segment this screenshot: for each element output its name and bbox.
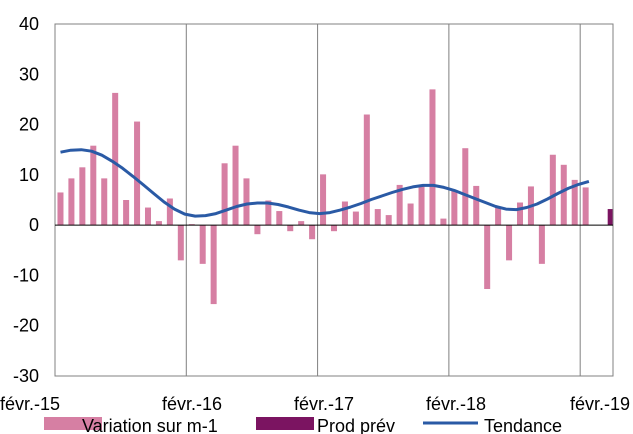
- bar-variation-17: [232, 145, 239, 226]
- bar-variation-41: [495, 207, 502, 226]
- bar-variation-4: [90, 145, 97, 226]
- bar-variation-7: [123, 200, 130, 226]
- bar-variation-37: [451, 189, 458, 226]
- bar-variation-19: [254, 225, 261, 235]
- bar-variation-46: [549, 154, 556, 226]
- bar-variation-36: [440, 218, 447, 226]
- bar-variation-10: [155, 221, 162, 226]
- bar-variation-23: [298, 221, 305, 226]
- bar-variation-16: [221, 163, 228, 226]
- bar-variation-43: [516, 202, 524, 226]
- bar-variation-24: [309, 225, 316, 240]
- bar-variation-30: [374, 209, 381, 226]
- legend-label-prod: Prod prév: [317, 416, 395, 434]
- y-tick-label: -10: [13, 265, 39, 285]
- bar-variation-49: [582, 187, 589, 226]
- bar-variation-13: [188, 224, 195, 226]
- y-tick-label: 30: [19, 64, 39, 84]
- bar-variation-25: [320, 174, 327, 226]
- bar-variation-2: [68, 178, 75, 226]
- bar-variation-28: [352, 211, 359, 226]
- legend-label-tendance: Tendance: [484, 416, 562, 434]
- bar-variation-47: [560, 164, 567, 226]
- bar-variation-26: [330, 225, 338, 232]
- bar-prod-prev-1: [607, 209, 613, 226]
- bar-variation-15: [210, 225, 217, 305]
- bar-variation-33: [407, 203, 414, 226]
- bar-variation-12: [177, 225, 184, 261]
- legend-swatch-variation: [44, 417, 102, 430]
- y-tick-label: 20: [19, 115, 39, 135]
- plot-area: [54, 23, 614, 377]
- bar-variation-45: [538, 225, 545, 264]
- bar-variation-32: [396, 184, 403, 226]
- trend-line: [60, 148, 590, 218]
- bar-variation-40: [484, 225, 491, 290]
- bar-variation-34: [418, 185, 425, 226]
- bar-variation-18: [243, 178, 250, 226]
- bar-variation-8: [134, 121, 141, 226]
- y-axis-ticks: 40 30 20 10 0 -10 -20 -30: [13, 14, 39, 386]
- series-tendance-line: [60, 148, 590, 218]
- bar-variation-48: [571, 179, 578, 226]
- bar-variation-29: [363, 114, 370, 226]
- x-tick-label: févr.-16: [162, 394, 222, 414]
- bar-variation-20: [265, 200, 272, 226]
- bar-variation-42: [506, 225, 513, 261]
- legend-label-variation: Variation sur m-1: [82, 416, 218, 434]
- y-tick-label: -30: [13, 366, 39, 386]
- x-axis-ticks: févr.-15 févr.-16 févr.-17 févr.-18 févr.-19: [0, 394, 630, 414]
- bar-variation-21: [276, 211, 283, 226]
- bar-variation-31: [385, 215, 392, 226]
- x-tick-label: févr.-17: [294, 394, 354, 414]
- bar-variation-27: [341, 201, 348, 226]
- bar-variation-11: [166, 198, 173, 226]
- bar-variation-6: [112, 92, 119, 226]
- grid-lines: [185, 24, 581, 376]
- bar-variation-38: [462, 148, 469, 226]
- bar-variation-9: [144, 207, 152, 226]
- bar-variation-35: [429, 89, 436, 226]
- legend: Variation sur m-1 Prod prév Tendance: [44, 416, 562, 434]
- y-tick-label: -20: [13, 316, 39, 336]
- y-tick-label: 0: [29, 215, 39, 235]
- bar-variation-5: [101, 178, 108, 226]
- x-tick-label: févr.-18: [426, 394, 486, 414]
- x-tick-label: févr.-15: [0, 394, 60, 414]
- y-tick-label: 40: [19, 14, 39, 34]
- bar-variation-22: [287, 225, 294, 232]
- x-tick-label: févr.-19: [570, 394, 630, 414]
- bar-variation-14: [199, 225, 206, 264]
- legend-swatch-prod: [256, 417, 314, 430]
- bar-variation-39: [473, 185, 480, 226]
- y-tick-label: 10: [19, 165, 39, 185]
- bar-variation-3: [79, 167, 86, 226]
- bar-variation-1: [57, 192, 64, 226]
